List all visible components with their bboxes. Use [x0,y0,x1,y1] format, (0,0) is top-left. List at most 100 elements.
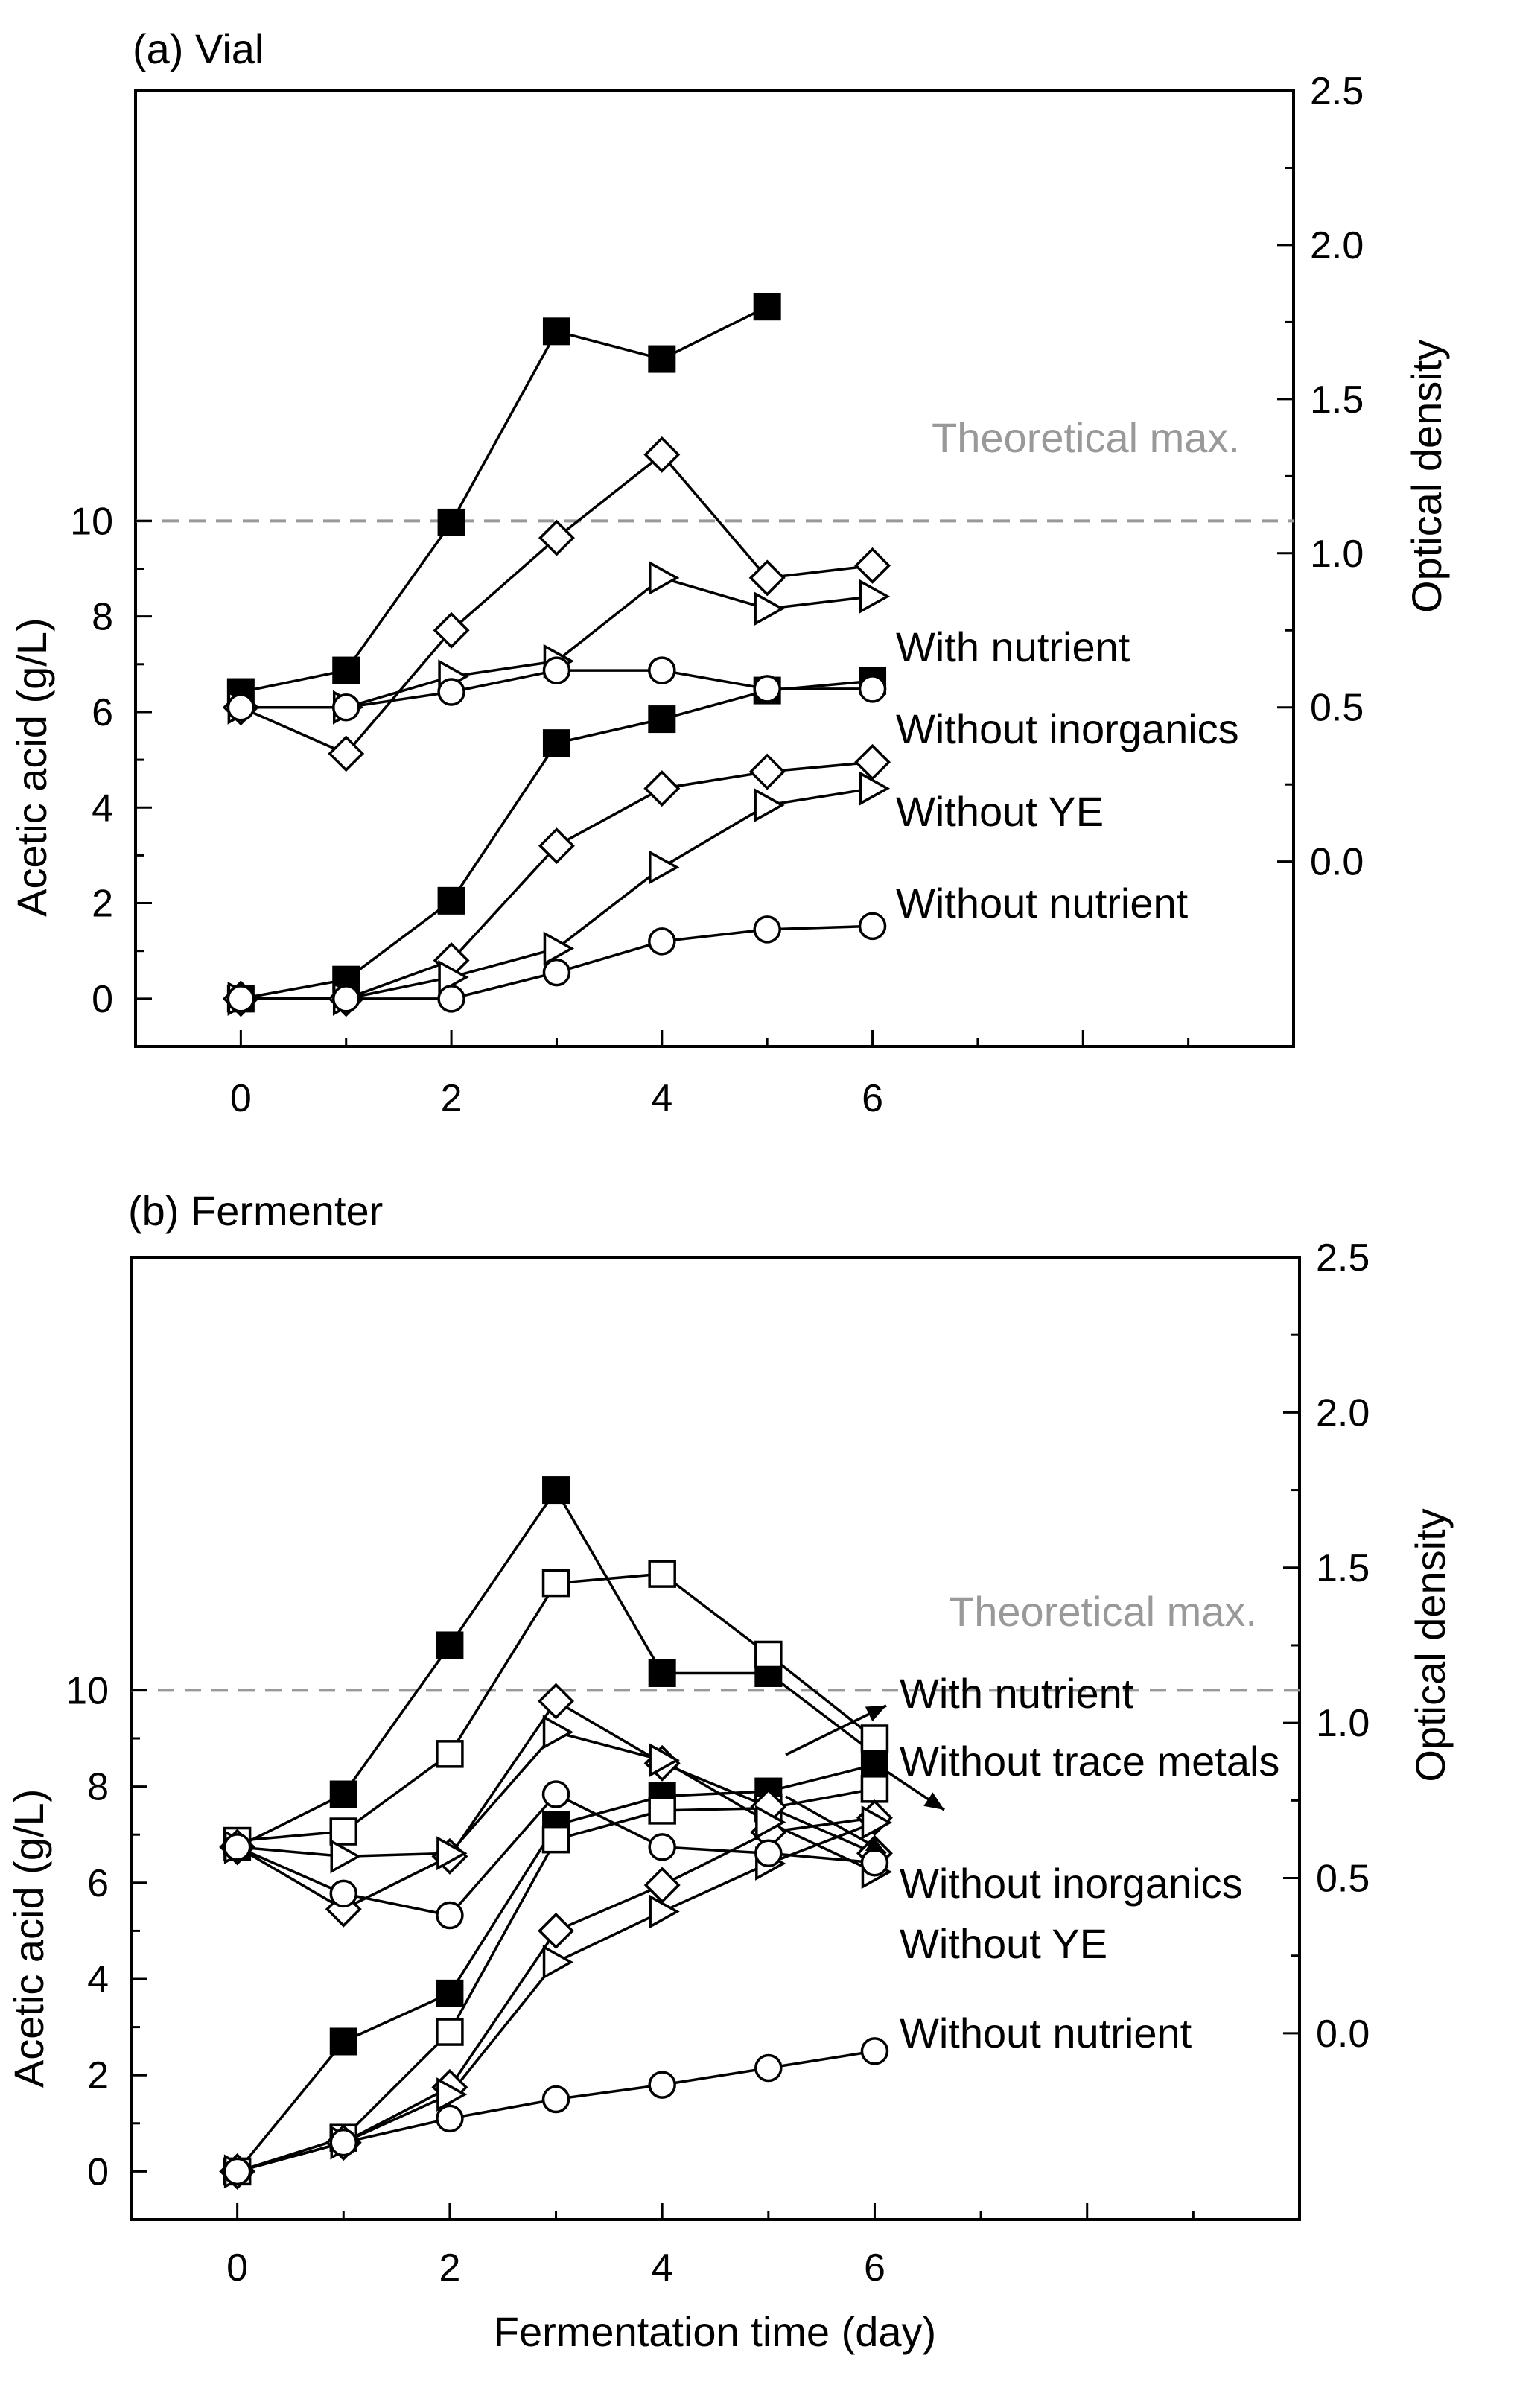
acetic-point [437,886,465,915]
acetic-point [854,743,891,781]
y-tick-label: 6 [92,691,113,734]
series-label: Without trace metals [900,1738,1279,1785]
od-point [860,1724,889,1753]
od-point [649,1743,680,1778]
x-tick-label: 2 [441,1077,462,1120]
x-tick-label: 2 [439,2246,460,2290]
y-tick-label: 4 [92,787,113,830]
series-label: Without inorganics [896,705,1239,752]
od-point [648,1659,676,1687]
x-tick-label: 0 [230,1077,252,1120]
theoretical-max-label: Theoretical max. [932,414,1240,461]
od-point [754,1839,783,1867]
od-point [649,560,680,595]
y2-axis-title: Optical density [1407,1508,1454,1782]
acetic-point [643,770,681,807]
acetic-point [542,1945,574,1980]
od-point [754,1640,783,1669]
x-tick-label: 6 [864,2246,885,2290]
od-point [542,1715,574,1750]
od-point [643,436,681,473]
od-point [538,1683,575,1720]
x-axis-title: Fermentation time (day) [494,2308,936,2355]
acetic-point [436,2077,468,2112]
acetic-point [754,788,785,823]
acetic-point [648,2071,676,2099]
acetic-point [861,1805,893,1840]
y2-tick-label: 1.5 [1310,378,1364,422]
od-point [648,345,676,373]
y-tick-label: 0 [92,978,113,1021]
x-tick-label: 4 [651,1077,672,1120]
od-point [330,1839,361,1874]
acetic-line [237,1821,876,2173]
acetic-point [331,985,360,1013]
pointer-arrow-head [865,1706,886,1722]
y-axis-title: Acetic acid (g/L) [5,1789,52,2088]
acetic-point [754,2053,783,2083]
acetic-point [436,2018,464,2046]
od-point [437,678,465,706]
series-label: With nutrient [900,1670,1134,1717]
acetic-point [648,927,676,956]
acetic-point [860,2037,889,2065]
od-point [854,547,891,584]
od-point [436,1631,464,1659]
y-axis-title: Acetic acid (g/L) [8,617,55,917]
pointer-arrow-head [923,1792,944,1810]
acetic-point [329,2128,358,2157]
od-point [753,675,781,703]
y2-tick-label: 1.0 [1310,533,1364,576]
y-tick-label: 8 [92,596,113,639]
acetic-point [753,915,781,944]
y2-tick-label: 0.0 [1316,2013,1370,2056]
od-point [329,1879,358,1908]
pointer-arrow-head [865,1836,886,1853]
acetic-point [649,1894,680,1929]
od-point [542,656,571,684]
acetic-point [329,2027,357,2056]
acetic-point [226,985,255,1013]
od-point [542,1476,570,1505]
od-point [754,591,785,626]
od-point [541,1780,570,1808]
od-point [329,1780,357,1808]
acetic-point [541,1825,570,1854]
series-label: Without YE [896,788,1104,835]
od-point [433,611,470,649]
od-point [648,656,676,684]
acetic-point [543,931,575,966]
acetic-point [748,753,786,790]
y2-tick-label: 1.5 [1316,1547,1370,1590]
od-point [226,693,255,722]
y2-tick-label: 1.0 [1316,1702,1370,1745]
acetic-point [542,729,570,757]
panel-title: (a) Vial [133,25,264,72]
od-point [648,1833,676,1861]
acetic-point [643,1867,681,1904]
y-tick-label: 2 [87,2054,109,2097]
acetic-point [859,771,891,806]
panel-b-fermenter: (b) Fermenter Theoretical max. 0 2 4 6 0 2 4 6 8 10… [5,1187,1454,2355]
acetic-point [436,1979,464,2007]
x-tick-label: 4 [652,2246,673,2290]
y2-tick-label: 0.5 [1316,1858,1370,1901]
y2-axis-title: Optical density [1403,340,1450,613]
od-point [648,1560,676,1588]
acetic-point [860,1775,889,1803]
od-point [332,656,360,684]
acetic-point [858,912,887,941]
od-point [538,519,575,556]
y-tick-label: 6 [87,1862,109,1905]
panel-title: (b) Fermenter [128,1187,383,1234]
series-label: With nutrient [896,623,1130,670]
od-point [755,1805,786,1840]
od-point [860,1848,889,1877]
y2-tick-label: 2.5 [1316,1236,1370,1280]
acetic-point [538,1912,575,1949]
x-tick-label: 0 [226,2246,248,2290]
acetic-point [541,2085,570,2114]
y-tick-label: 2 [92,883,113,926]
y2-tick-label: 0.5 [1310,687,1364,730]
